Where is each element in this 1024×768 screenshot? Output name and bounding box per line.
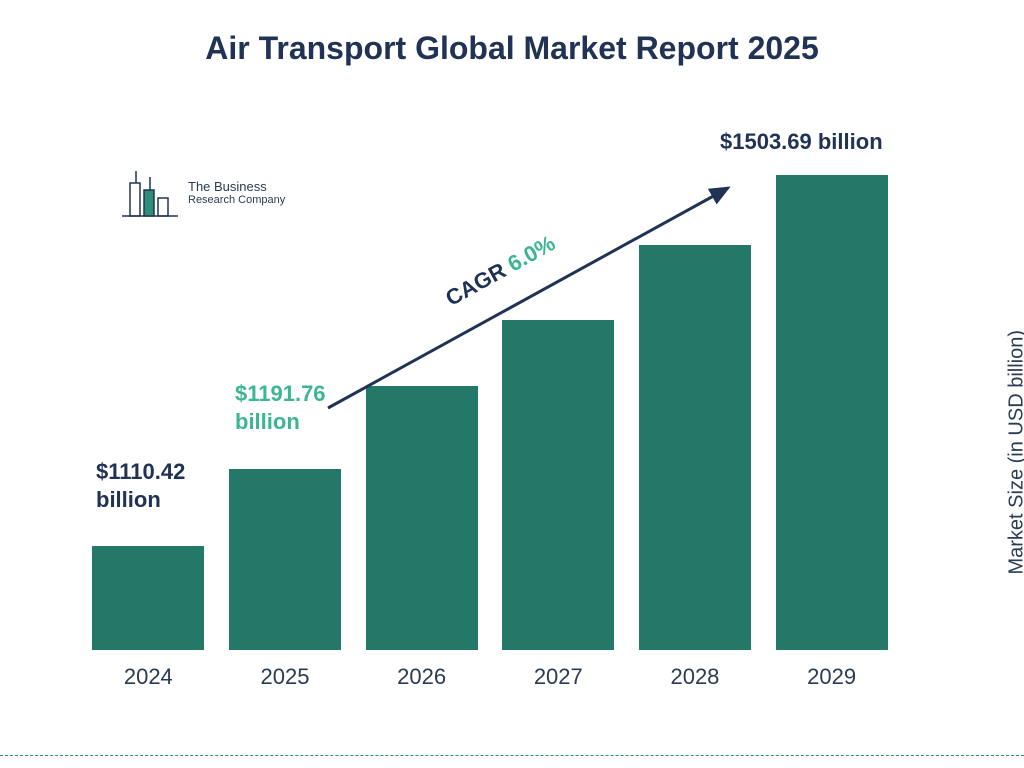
bar	[502, 320, 614, 650]
bar	[229, 469, 341, 650]
x-axis-labels: 2024 2025 2026 2027 2028 2029	[80, 664, 900, 690]
chart-title: Air Transport Global Market Report 2025	[0, 30, 1024, 67]
bars-group	[80, 160, 900, 650]
x-axis-label: 2024	[92, 664, 204, 690]
footer-dashed-line	[0, 755, 1024, 756]
report-chart-container: Air Transport Global Market Report 2025 …	[0, 0, 1024, 768]
x-axis-label: 2026	[366, 664, 478, 690]
y-axis-label: Market Size (in USD billion)	[1006, 330, 1024, 575]
bar	[639, 245, 751, 650]
x-axis-label: 2027	[502, 664, 614, 690]
chart-title-text: Air Transport Global Market Report 2025	[205, 30, 819, 66]
value-label: $1110.42billion	[96, 458, 185, 513]
value-label: $1191.76billion	[235, 380, 326, 435]
x-axis-label: 2025	[229, 664, 341, 690]
x-axis-label: 2029	[776, 664, 888, 690]
value-label: $1503.69 billion	[720, 128, 883, 156]
chart-area: 2024 2025 2026 2027 2028 2029	[80, 160, 900, 690]
x-axis-label: 2028	[639, 664, 751, 690]
bar	[366, 386, 478, 650]
bar	[776, 175, 888, 650]
bar	[92, 546, 204, 650]
